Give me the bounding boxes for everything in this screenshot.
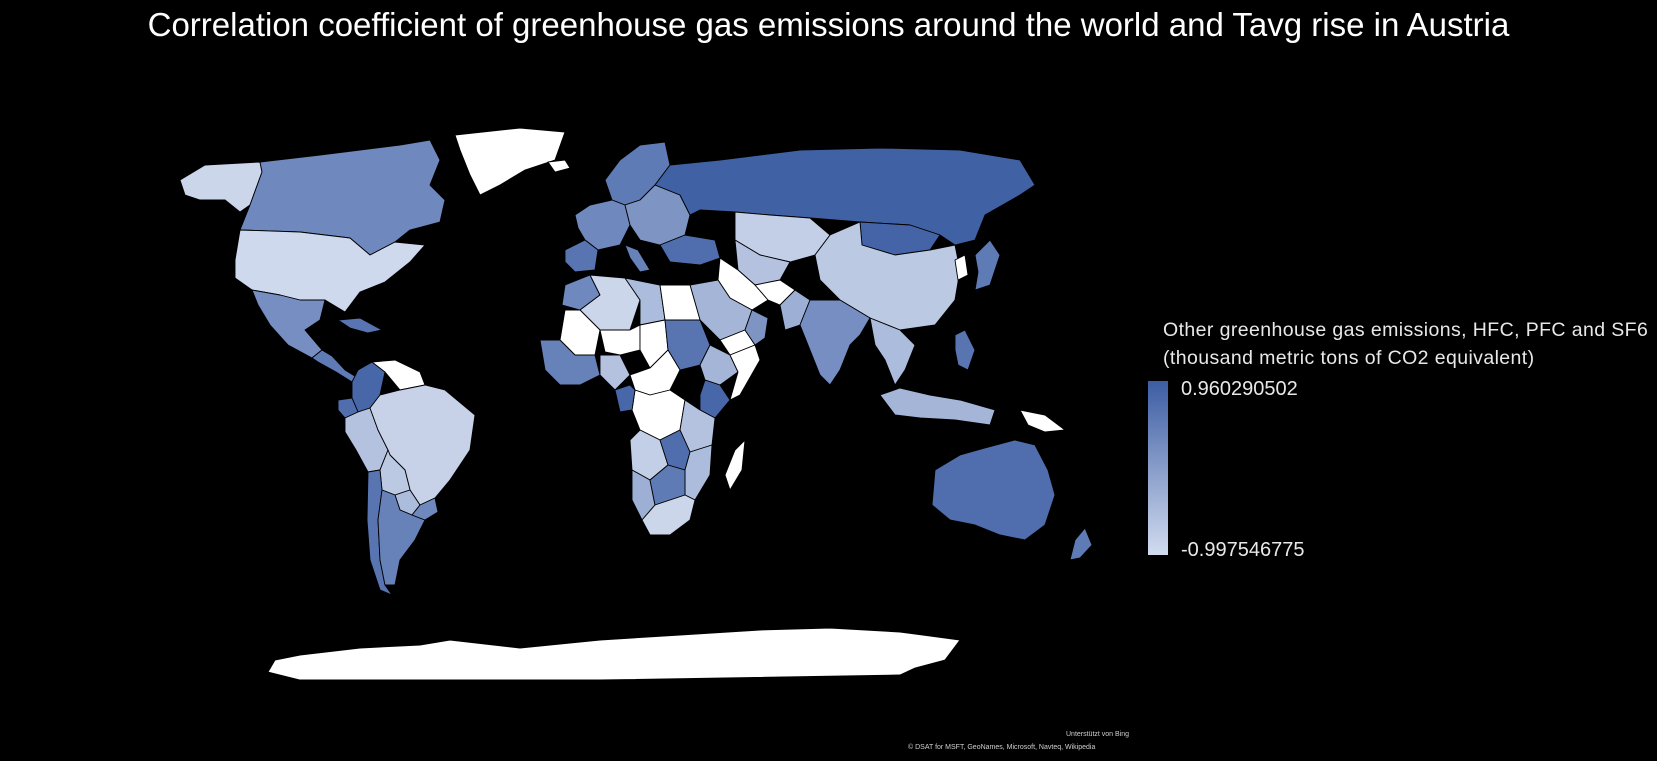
region-canada[interactable]: Canada: [239, 139, 446, 256]
region-papua-new-guinea[interactable]: Papua New Guinea: [1019, 409, 1066, 433]
legend-min-label: -0.997546775: [1181, 539, 1305, 561]
region-philippines[interactable]: Philippines: [954, 329, 976, 371]
region-new-zealand[interactable]: New Zealand: [1069, 527, 1093, 561]
region-iberia[interactable]: Iberia: [564, 239, 599, 273]
region-somalia[interactable]: Somalia: [729, 344, 761, 401]
region-india[interactable]: India: [799, 299, 871, 386]
legend-title: Other greenhouse gas emissions, HFC, PFC…: [1163, 319, 1649, 369]
region-southeast-asia[interactable]: Southeast Asia: [869, 317, 916, 386]
region-mexico[interactable]: Mexico: [251, 289, 326, 359]
region-australia[interactable]: Australia: [931, 439, 1056, 541]
region-antarctica[interactable]: Antarctica: [267, 627, 961, 681]
legend-max-label: 0.960290502: [1181, 378, 1298, 400]
region-gabon[interactable]: Gabon: [614, 384, 636, 413]
region-eastern-europe[interactable]: Eastern Europe: [624, 184, 691, 246]
legend-color-scale: [1148, 381, 1168, 555]
region-indonesia[interactable]: Indonesia: [879, 387, 996, 426]
region-western-europe[interactable]: Western Europe: [574, 199, 631, 251]
region-uruguay[interactable]: Uruguay: [411, 497, 439, 521]
region-japan[interactable]: Japan: [974, 239, 1001, 291]
attribution-powered-by: Unterstützt von Bing: [1066, 731, 1130, 738]
region-oman[interactable]: Oman: [744, 309, 769, 346]
region-italy[interactable]: Italy: [624, 244, 651, 273]
region-iceland[interactable]: Iceland: [547, 159, 571, 173]
region-nigeria[interactable]: Nigeria: [599, 354, 631, 391]
region-russia[interactable]: Russia: [654, 147, 1036, 246]
region-korea[interactable]: Korea: [954, 254, 969, 281]
region-united-states[interactable]: United States: [234, 229, 426, 313]
region-south-africa[interactable]: South Africa: [641, 494, 696, 536]
region-madagascar[interactable]: Madagascar: [724, 439, 746, 491]
map-title: Correlation coefficient of greenhouse ga…: [147, 6, 1510, 43]
region-central-america[interactable]: Central America: [311, 349, 359, 383]
region-argentina[interactable]: Argentina: [377, 489, 426, 586]
region-caribbean[interactable]: Caribbean: [337, 317, 383, 334]
attribution-copyright: © DSAT for MSFT, GeoNames, Microsoft, Na…: [908, 744, 1096, 751]
region-alaska[interactable]: Alaska: [179, 161, 263, 213]
region-greenland[interactable]: Greenland: [454, 127, 566, 196]
